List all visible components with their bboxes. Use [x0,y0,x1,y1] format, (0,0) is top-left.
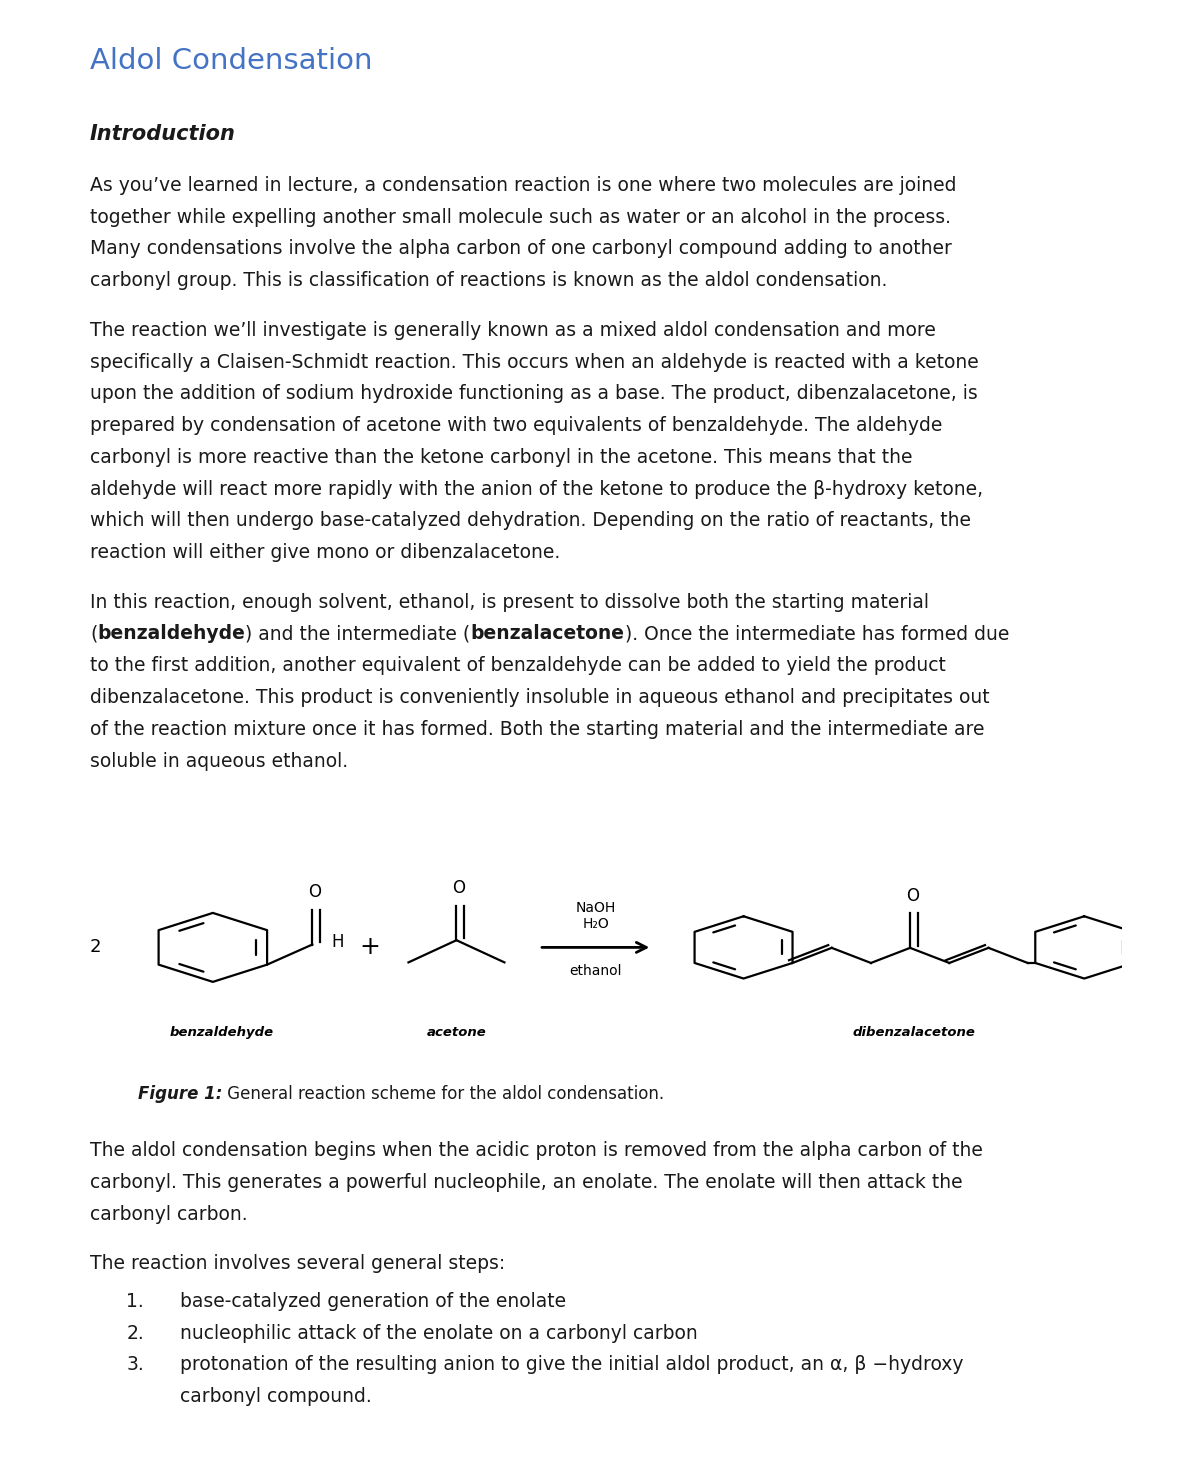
Text: ) and the intermediate (: ) and the intermediate ( [245,624,470,643]
Text: +: + [359,936,380,959]
Text: together while expelling another small molecule such as water or an alcohol in t: together while expelling another small m… [90,207,952,226]
Text: ). Once the intermediate has formed due: ). Once the intermediate has formed due [624,624,1009,643]
Text: Introduction: Introduction [90,124,236,145]
Text: reaction will either give mono or dibenzalacetone.: reaction will either give mono or dibenz… [90,542,560,562]
Text: O: O [906,887,919,905]
Text: O: O [308,884,322,902]
Text: Aldol Condensation: Aldol Condensation [90,47,372,75]
Text: carbonyl carbon.: carbonyl carbon. [90,1205,247,1224]
Text: (: ( [90,624,97,643]
Text: benzaldehyde: benzaldehyde [97,624,245,643]
Text: carbonyl is more reactive than the ketone carbonyl in the acetone. This means th: carbonyl is more reactive than the keton… [90,448,912,467]
Text: protonation of the resulting anion to give the initial aldol product, an α, β −h: protonation of the resulting anion to gi… [180,1355,964,1375]
Text: O: O [452,879,466,897]
Text: 2.: 2. [126,1323,144,1342]
Text: Many condensations involve the alpha carbon of one carbonyl compound adding to a: Many condensations involve the alpha car… [90,239,952,259]
Text: 1.: 1. [126,1292,144,1311]
Text: prepared by condensation of acetone with two equivalents of benzaldehyde. The al: prepared by condensation of acetone with… [90,415,942,435]
Text: upon the addition of sodium hydroxide functioning as a base. The product, dibenz: upon the addition of sodium hydroxide fu… [90,384,978,403]
Text: benzalacetone: benzalacetone [470,624,624,643]
Text: dibenzalacetone: dibenzalacetone [852,1026,976,1039]
Text: soluble in aqueous ethanol.: soluble in aqueous ethanol. [90,751,348,770]
Text: General reaction scheme for the aldol condensation.: General reaction scheme for the aldol co… [222,1085,665,1103]
Text: The reaction involves several general steps:: The reaction involves several general st… [90,1253,505,1273]
Text: carbonyl compound.: carbonyl compound. [180,1386,372,1406]
Text: H₂O: H₂O [582,916,610,931]
Text: benzaldehyde: benzaldehyde [169,1026,274,1039]
Text: aldehyde will react more rapidly with the anion of the ketone to produce the β-h: aldehyde will react more rapidly with th… [90,479,983,498]
Text: 3.: 3. [126,1355,144,1375]
Text: which will then undergo base-catalyzed dehydration. Depending on the ratio of re: which will then undergo base-catalyzed d… [90,511,971,531]
Text: The reaction we’ll investigate is generally known as a mixed aldol condensation : The reaction we’ll investigate is genera… [90,321,936,340]
Text: specifically a Claisen-Schmidt reaction. This occurs when an aldehyde is reacted: specifically a Claisen-Schmidt reaction.… [90,352,979,371]
Text: nucleophilic attack of the enolate on a carbonyl carbon: nucleophilic attack of the enolate on a … [180,1323,697,1342]
Text: of the reaction mixture once it has formed. Both the starting material and the i: of the reaction mixture once it has form… [90,720,984,739]
Text: NaOH: NaOH [576,900,616,915]
Text: In this reaction, enough solvent, ethanol, is present to dissolve both the start: In this reaction, enough solvent, ethano… [90,593,929,612]
Text: Figure 1:: Figure 1: [138,1085,222,1103]
Text: H: H [331,933,344,952]
Text: 2: 2 [90,939,101,956]
Text: As you’ve learned in lecture, a condensation reaction is one where two molecules: As you’ve learned in lecture, a condensa… [90,176,956,195]
Text: ethanol: ethanol [570,964,622,978]
Text: base-catalyzed generation of the enolate: base-catalyzed generation of the enolate [180,1292,566,1311]
Text: acetone: acetone [426,1026,486,1039]
Text: The aldol condensation begins when the acidic proton is removed from the alpha c: The aldol condensation begins when the a… [90,1141,983,1160]
Text: carbonyl. This generates a powerful nucleophile, an enolate. The enolate will th: carbonyl. This generates a powerful nucl… [90,1172,962,1191]
Text: dibenzalacetone. This product is conveniently insoluble in aqueous ethanol and p: dibenzalacetone. This product is conveni… [90,687,990,706]
Text: carbonyl group. This is classification of reactions is known as the aldol conden: carbonyl group. This is classification o… [90,270,887,290]
Text: to the first addition, another equivalent of benzaldehyde can be added to yield : to the first addition, another equivalen… [90,656,946,675]
